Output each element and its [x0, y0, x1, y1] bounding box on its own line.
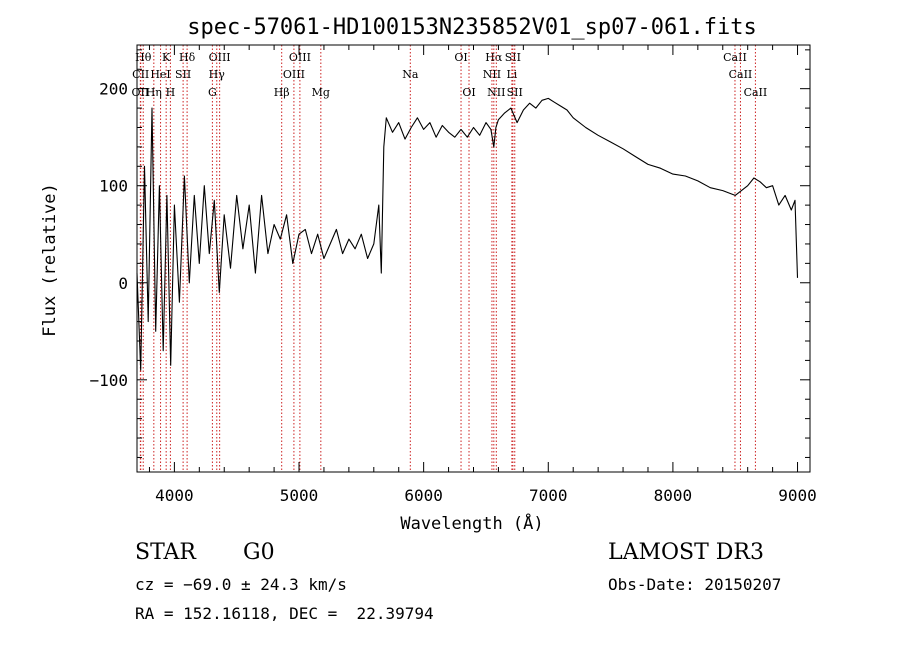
observation-date: Obs-Date: 20150207 [608, 575, 782, 594]
x-tick-label-3: 7000 [529, 486, 568, 505]
object-subclass: G0 [243, 540, 275, 565]
line-marker-label-16: Li [506, 68, 517, 81]
survey-name: LAMOST DR3 [608, 540, 764, 565]
line-marker-label-21: G [208, 86, 217, 99]
plot-frame [136, 44, 811, 473]
x-tick-label-1: 5000 [280, 486, 319, 505]
y-axis-ticks: −100 0 100 200 [89, 49, 810, 458]
x-axis-ticks: 4000 5000 6000 7000 8000 9000 [148, 45, 817, 505]
line-marker-label-7: SII [505, 51, 521, 64]
line-marker-label-24: OI [462, 86, 475, 99]
x-tick-label-0: 4000 [155, 486, 194, 505]
y-tick-label-2: 100 [99, 177, 128, 196]
line-marker-label-1: K [162, 51, 171, 64]
line-marker-label-17: CaII [729, 68, 753, 81]
line-marker-label-18: OII [132, 86, 150, 99]
line-marker-label-15: NII [483, 68, 501, 81]
line-marker-label-2: Hδ [179, 51, 196, 64]
y-axis-label: Flux (relative) [40, 183, 60, 337]
plot-area [136, 44, 811, 473]
line-marker-label-0: Hθ [135, 51, 152, 64]
y-tick-label-0: −100 [89, 371, 128, 390]
x-tick-label-5: 9000 [778, 486, 817, 505]
object-class: STAR [135, 540, 196, 565]
y-tick-label-3: 200 [99, 80, 128, 99]
line-marker-label-5: OI [454, 51, 467, 64]
ra-dec-coordinates: RA = 152.16118, DEC = 22.39794 [135, 604, 434, 623]
line-marker-label-12: Hγ [209, 68, 226, 81]
line-marker-label-25: NII [487, 86, 505, 99]
line-marker-label-22: Hβ [274, 86, 290, 99]
x-tick-label-4: 8000 [654, 486, 693, 505]
x-axis-label: Wavelength (Å) [400, 512, 543, 534]
redshift-cz: cz = −69.0 ± 24.3 km/s [135, 575, 347, 594]
line-marker-label-13: OIII [283, 68, 305, 81]
line-marker-label-26: SII [507, 86, 523, 99]
line-marker-label-4: OIII [289, 51, 311, 64]
x-tick-label-2: 6000 [404, 486, 443, 505]
line-marker-label-23: Mg [312, 86, 330, 99]
line-marker-label-11: SII [175, 68, 191, 81]
chart-title: spec-57061-HD100153N235852V01_sp07-061.f… [187, 15, 757, 40]
line-marker-label-20: H [166, 86, 176, 99]
line-marker-label-8: CaII [723, 51, 747, 64]
spectrum-line [136, 97, 799, 371]
line-marker-label-3: OIII [209, 51, 231, 64]
line-markers: HθKHδOIIIOIIIOIHαSIICaIICIIHeISIIHγOIIIN… [132, 45, 768, 472]
line-marker-label-10: HeI [150, 68, 170, 81]
line-marker-label-14: Na [402, 68, 419, 81]
line-marker-label-6: Hα [485, 51, 503, 64]
y-tick-label-1: 0 [118, 274, 128, 293]
line-marker-label-27: CaII [744, 86, 768, 99]
line-marker-label-19: Hη [146, 86, 162, 99]
